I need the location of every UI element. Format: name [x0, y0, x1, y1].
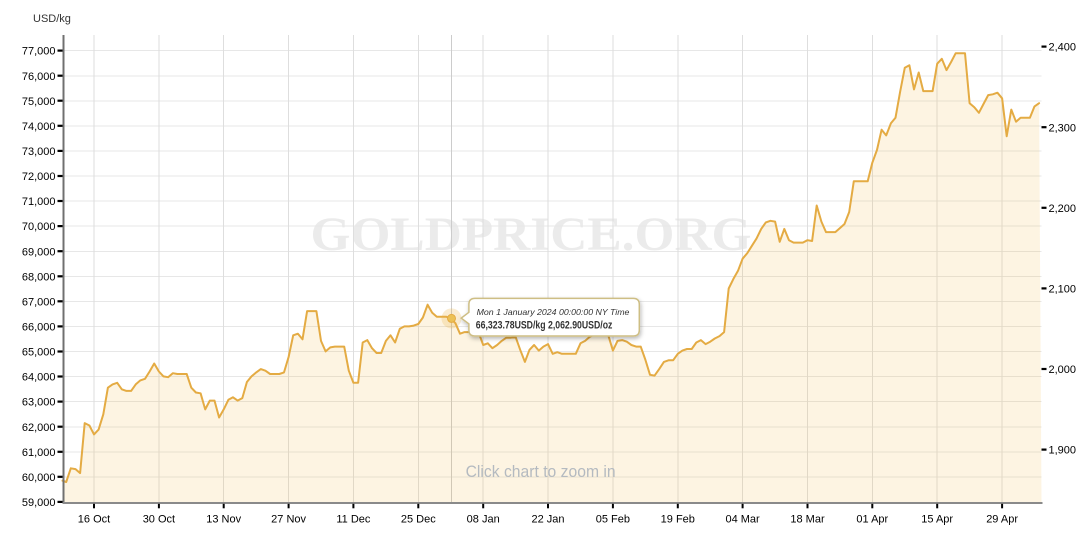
svg-text:04 Mar: 04 Mar: [725, 513, 760, 525]
svg-text:USD/kg: USD/kg: [33, 13, 71, 25]
svg-text:73,000: 73,000: [22, 146, 56, 158]
svg-text:2,100: 2,100: [1049, 284, 1077, 296]
svg-text:Mon 1 January 2024 00:00:00 NY: Mon 1 January 2024 00:00:00 NY Time: [477, 307, 630, 317]
svg-text:11 Dec: 11 Dec: [336, 513, 371, 525]
svg-text:13 Nov: 13 Nov: [206, 513, 241, 525]
svg-text:Click chart to zoom in: Click chart to zoom in: [466, 462, 616, 481]
svg-text:GOLDPRICE.ORG: GOLDPRICE.ORG: [311, 208, 752, 261]
svg-text:66,323.78USD/kg 2,062.90USD/oz: 66,323.78USD/kg 2,062.90USD/oz: [476, 319, 613, 331]
svg-text:72,000: 72,000: [22, 171, 56, 183]
svg-text:1,900: 1,900: [1049, 445, 1077, 457]
svg-text:64,000: 64,000: [22, 372, 56, 384]
svg-text:71,000: 71,000: [22, 196, 56, 208]
svg-text:62,000: 62,000: [22, 422, 56, 434]
svg-text:30 Oct: 30 Oct: [143, 513, 175, 525]
svg-text:61,000: 61,000: [22, 447, 56, 459]
svg-text:2,400: 2,400: [1049, 42, 1077, 54]
svg-text:25 Dec: 25 Dec: [401, 513, 436, 525]
svg-text:69,000: 69,000: [22, 246, 56, 258]
svg-text:18 Mar: 18 Mar: [790, 513, 825, 525]
svg-text:22 Jan: 22 Jan: [531, 513, 564, 525]
svg-text:19 Feb: 19 Feb: [661, 513, 695, 525]
svg-text:63,000: 63,000: [22, 397, 56, 409]
svg-text:68,000: 68,000: [22, 271, 56, 283]
svg-text:75,000: 75,000: [22, 96, 56, 108]
svg-text:01 Apr: 01 Apr: [856, 513, 888, 525]
svg-text:29 Apr: 29 Apr: [986, 513, 1018, 525]
svg-text:76,000: 76,000: [22, 71, 56, 83]
svg-text:16 Oct: 16 Oct: [78, 513, 110, 525]
svg-text:65,000: 65,000: [22, 347, 56, 359]
svg-text:05 Feb: 05 Feb: [596, 513, 630, 525]
svg-text:70,000: 70,000: [22, 221, 56, 233]
svg-text:15 Apr: 15 Apr: [921, 513, 953, 525]
svg-text:66,000: 66,000: [22, 322, 56, 334]
svg-text:77,000: 77,000: [22, 46, 56, 58]
svg-text:08 Jan: 08 Jan: [467, 513, 500, 525]
svg-text:2,200: 2,200: [1049, 203, 1077, 215]
svg-text:2,000: 2,000: [1049, 364, 1077, 376]
svg-text:60,000: 60,000: [22, 472, 56, 484]
svg-text:2,300: 2,300: [1049, 122, 1077, 134]
svg-text:67,000: 67,000: [22, 296, 56, 308]
svg-text:59,000: 59,000: [22, 497, 56, 509]
svg-text:27 Nov: 27 Nov: [271, 513, 306, 525]
svg-text:74,000: 74,000: [22, 121, 56, 133]
